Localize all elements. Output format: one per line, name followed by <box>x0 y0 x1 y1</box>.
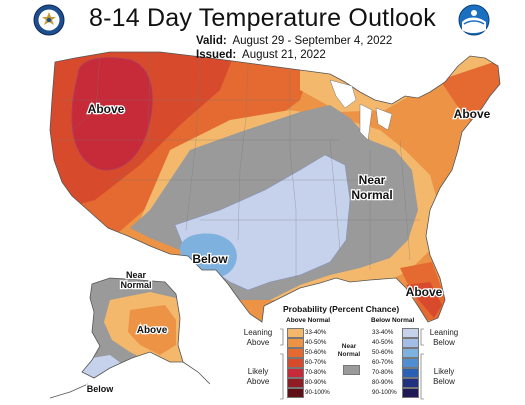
near-normal-line1: Near <box>341 343 357 350</box>
legend-below-pct-5: 70-80% <box>372 369 394 376</box>
legend-above-swatch-6 <box>287 378 304 388</box>
leaning-below-line1: Leaning <box>429 328 459 337</box>
leaning-above-line2: Above <box>246 337 270 347</box>
legend-above-pct-6: 80-90% <box>305 379 327 386</box>
likely-below-line1: Likely <box>433 367 455 376</box>
legend-below-pct-2: 40-50% <box>372 339 394 346</box>
legend-below-swatch-6 <box>402 378 419 388</box>
legend-above-pct-5: 70-80% <box>305 369 327 376</box>
legend-below-swatch-4 <box>402 358 419 368</box>
issued-line: Issued: August 21, 2022 <box>196 48 392 62</box>
leaning-below-line2: Below <box>433 337 455 347</box>
legend-above-swatch-7 <box>287 388 304 398</box>
likely-above-line1: Likely <box>247 367 269 376</box>
legend-leaning-above: Leaning Above <box>238 328 278 347</box>
great-lakes <box>329 79 393 141</box>
likely-below-line2: Below <box>433 376 455 386</box>
legend-above-swatch-1 <box>287 328 304 338</box>
noaa-logo-icon <box>458 4 490 36</box>
legend-below-swatch-1 <box>402 328 419 338</box>
legend-near-normal-swatch <box>343 365 360 375</box>
legend-below-swatch-3 <box>402 348 419 358</box>
label-above-alaska: Above <box>137 325 168 336</box>
label-near-normal-midwest-1: Near <box>359 173 386 187</box>
legend-above-pct-2: 40-50% <box>305 339 327 346</box>
valid-line: Valid: August 29 - September 4, 2022 <box>196 34 392 48</box>
label-above-florida: Above <box>406 285 443 299</box>
legend-below-pct-1: 33-40% <box>372 329 394 336</box>
legend-above-pct-3: 50-60% <box>305 349 327 356</box>
legend-above-pct-7: 90-100% <box>305 389 330 396</box>
legend-below-swatch-2 <box>402 338 419 348</box>
alaska-islands <box>49 361 211 399</box>
legend-above-swatch-4 <box>287 358 304 368</box>
near-normal-line2: Normal <box>337 351 361 358</box>
legend-below-pct-7: 90-100% <box>372 389 397 396</box>
legend-above-pct-4: 60-70% <box>305 359 327 366</box>
leaning-above-line1: Leaning <box>243 328 273 337</box>
date-block: Valid: August 29 - September 4, 2022 Iss… <box>196 34 392 62</box>
legend-near-normal: Near Normal <box>332 343 366 359</box>
page-title: 8-14 Day Temperature Outlook <box>89 4 436 32</box>
alaska-outline <box>81 277 184 379</box>
legend-above-pct-1: 33-40% <box>305 329 327 336</box>
label-near-normal-midwest-2: Normal <box>351 188 392 202</box>
legend-below-pct-6: 80-90% <box>372 379 394 386</box>
legend-likely-below: Likely Below <box>424 367 464 386</box>
valid-label: Valid: <box>196 35 227 47</box>
label-above-northeast: Above <box>454 107 491 121</box>
label-near-normal-alaska-2: Normal <box>120 280 151 290</box>
label-above-west: Above <box>88 102 125 116</box>
issued-label: Issued: <box>196 49 237 61</box>
likely-above-line2: Above <box>246 376 270 386</box>
valid-dates: August 29 - September 4, 2022 <box>232 35 393 47</box>
legend-leaning-below: Leaning Below <box>424 328 464 347</box>
label-below-texas: Below <box>192 252 228 266</box>
label-near-normal-alaska-1: Near <box>126 270 147 280</box>
legend-title: Probability (Percent Chance) <box>283 304 400 314</box>
legend-above-swatch-5 <box>287 368 304 378</box>
conus-outlook-zones <box>50 52 500 322</box>
state-boundaries <box>55 51 420 280</box>
legend-below-pct-3: 50-60% <box>372 349 394 356</box>
legend-below-swatch-7 <box>402 388 419 398</box>
commerce-seal-icon <box>33 4 65 36</box>
label-below-alaska: Below <box>87 384 115 394</box>
legend-above-swatch-3 <box>287 348 304 358</box>
legend-likely-above: Likely Above <box>238 367 278 386</box>
legend-below-pct-4: 60-70% <box>372 359 394 366</box>
legend-below-header: Below Normal <box>371 317 415 324</box>
legend-above-header: Above Normal <box>286 317 331 324</box>
legend-above-swatch-2 <box>287 338 304 348</box>
legend-below-swatch-5 <box>402 368 419 378</box>
issued-date: August 21, 2022 <box>242 49 326 61</box>
